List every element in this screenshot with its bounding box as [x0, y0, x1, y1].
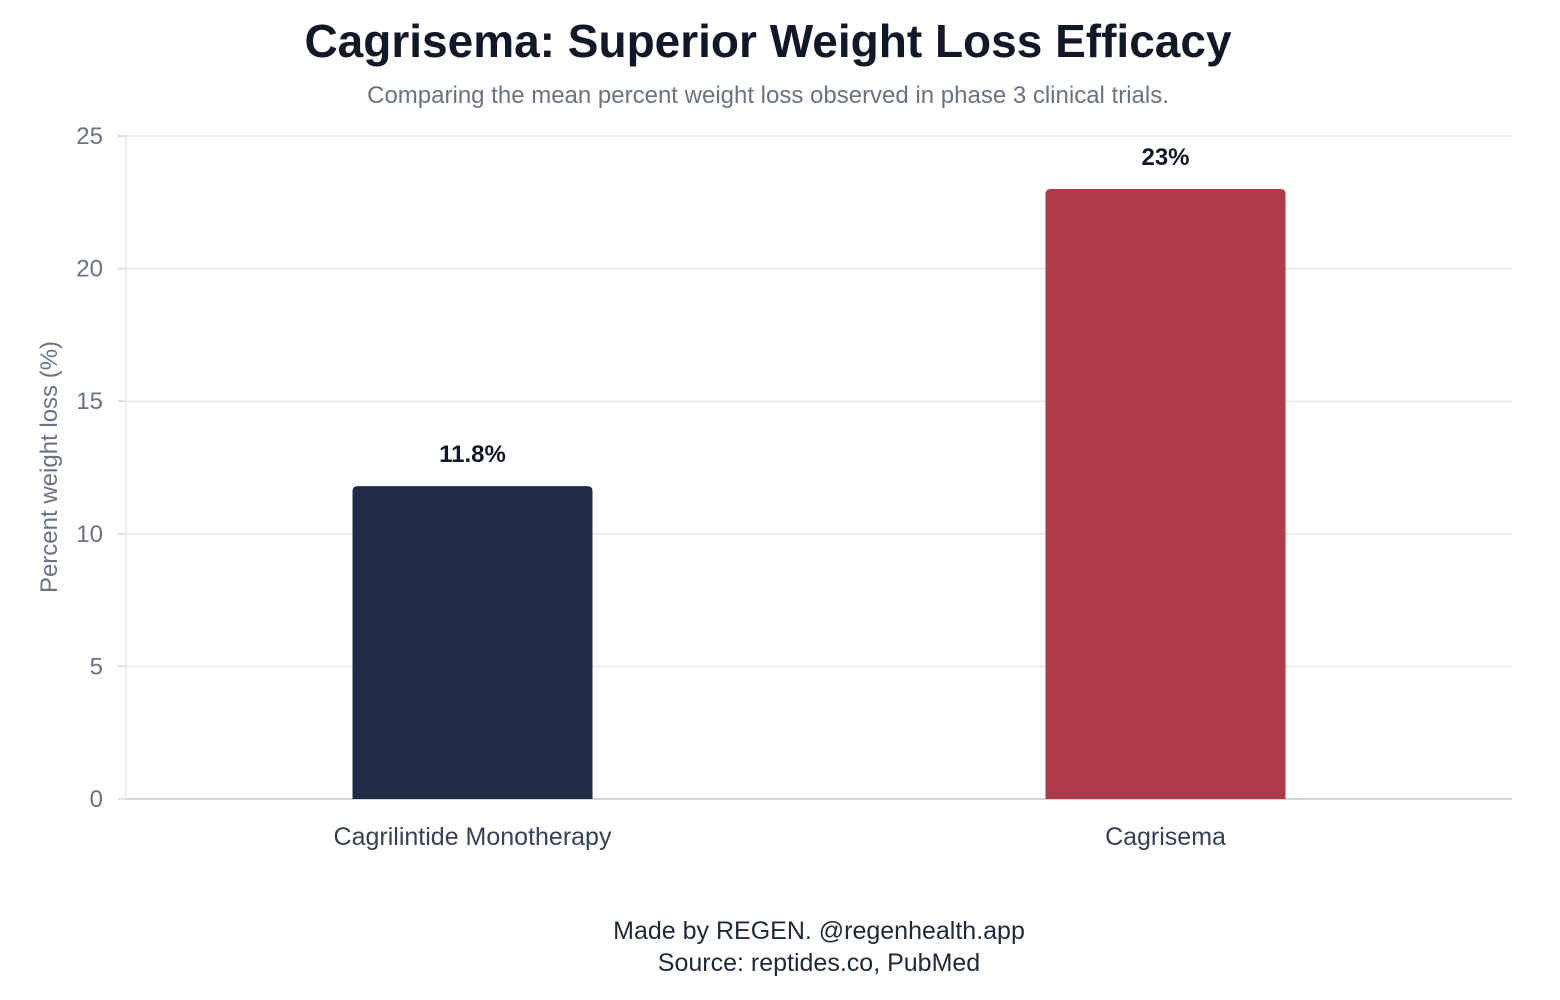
bar-1 — [352, 486, 593, 799]
data-label: 11.8% — [439, 441, 506, 468]
bar-chart: 0 5 10 15 20 25 11.8% Cagrilintide Monotherapy 2… — [36, 123, 1512, 851]
y-tick-label: 10 — [76, 521, 103, 548]
chart-subtitle: Comparing the mean percent weight loss o… — [367, 82, 1169, 109]
footer-credit: Made by REGEN. @regenhealth.app — [613, 917, 1025, 945]
bar-2 — [1045, 189, 1286, 800]
data-label: 23% — [1141, 144, 1189, 171]
footer-source: Source: reptides.co, PubMed — [657, 949, 981, 977]
bars — [352, 189, 1286, 800]
y-axis-label: Percent weight loss (%) — [36, 341, 63, 593]
y-tick-label: 0 — [90, 786, 103, 813]
chart-title: Cagrisema: Superior Weight Loss Efficacy — [304, 15, 1232, 67]
y-tick-label: 25 — [76, 123, 103, 150]
y-tick-label: 15 — [76, 388, 103, 415]
gridlines — [126, 135, 1512, 668]
axes — [118, 135, 1512, 800]
x-tick-label: Cagrisema — [1105, 823, 1226, 851]
labels: 0 5 10 15 20 25 11.8% Cagrilintide Monotherapy 2… — [76, 123, 1226, 851]
y-tick-label: 20 — [76, 256, 103, 283]
y-tick-label: 5 — [90, 653, 103, 680]
x-tick-label: Cagrilintide Monotherapy — [334, 823, 612, 851]
